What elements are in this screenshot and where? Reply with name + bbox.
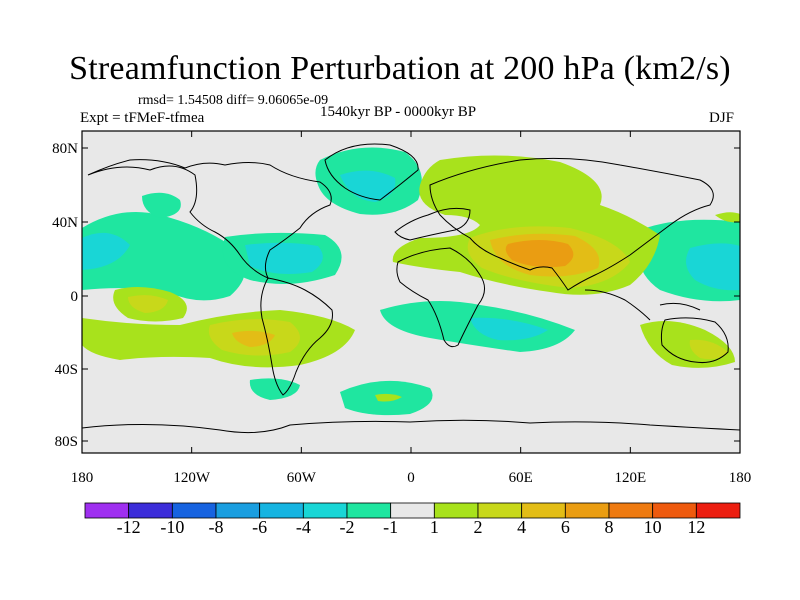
coast-maritime bbox=[584, 289, 701, 321]
contour-neg2-greenland bbox=[340, 170, 396, 202]
contour-pos2-east-pacific bbox=[128, 295, 168, 313]
lon-label: 180 bbox=[729, 470, 752, 486]
colorbar-label: 10 bbox=[644, 517, 662, 537]
colorbar-label: 4 bbox=[517, 517, 526, 537]
contour-neg2-atlantic bbox=[245, 242, 323, 274]
contour-neg2-indian bbox=[470, 317, 548, 341]
coast-south-america bbox=[260, 277, 333, 396]
contour-neg1-alaska bbox=[142, 192, 181, 218]
streamfunction-field bbox=[82, 147, 740, 416]
experiment-label: Expt = tFMeF-tfmea bbox=[80, 110, 205, 126]
contour-neg2-west-pacific bbox=[686, 243, 740, 291]
colorbar-swatch bbox=[128, 502, 173, 519]
colorbar-label: 1 bbox=[430, 517, 439, 537]
coast-australia bbox=[660, 317, 729, 363]
colorbar-swatch bbox=[259, 502, 304, 519]
colorbar-label: -8 bbox=[209, 517, 224, 537]
coast-asia bbox=[429, 157, 714, 291]
colorbar-swatch bbox=[652, 502, 697, 519]
colorbar-swatch bbox=[564, 502, 610, 519]
colorbar-label: 12 bbox=[687, 517, 705, 537]
colorbar-swatch bbox=[477, 502, 523, 519]
contour-pos2-australia bbox=[689, 339, 728, 360]
colorbar-swatch bbox=[84, 502, 130, 519]
lon-label: 120E bbox=[614, 470, 646, 486]
colorbar-swatch bbox=[608, 502, 654, 519]
coast-antarctica bbox=[82, 419, 740, 434]
colorbar-label: -2 bbox=[340, 517, 355, 537]
lat-label: 40S bbox=[55, 362, 78, 378]
contour-neg1-north-pacific bbox=[82, 211, 245, 301]
coastlines bbox=[82, 143, 740, 434]
coast-greenland bbox=[324, 143, 419, 201]
coast-north-america bbox=[87, 159, 332, 280]
coast-africa bbox=[396, 247, 485, 348]
season-label: DJF bbox=[709, 110, 735, 126]
colorbar-label: 6 bbox=[561, 517, 570, 537]
colorbar-swatch bbox=[171, 502, 217, 519]
colorbar-swatch bbox=[521, 502, 566, 519]
contour-pos1-nw-pacific bbox=[715, 212, 740, 223]
colorbar-swatch bbox=[433, 502, 479, 519]
colorbar-swatch bbox=[390, 502, 435, 519]
lat-label: 40N bbox=[52, 215, 78, 231]
colorbar-swatch bbox=[215, 502, 261, 519]
lat-label: 80N bbox=[52, 141, 78, 157]
coast-europe bbox=[394, 207, 471, 241]
lat-label: 80S bbox=[55, 434, 78, 450]
colorbar-swatch bbox=[302, 502, 348, 519]
colorbar-label: -12 bbox=[117, 517, 141, 537]
lon-label: 60W bbox=[287, 470, 317, 486]
lat-label: 0 bbox=[71, 289, 79, 305]
stats-label: rmsd= 1.54508 diff= 9.06065e-09 bbox=[138, 93, 329, 108]
lon-label: 0 bbox=[407, 470, 415, 486]
lon-label: 180 bbox=[71, 470, 94, 486]
period-label: 1540kyr BP - 0000kyr BP bbox=[320, 104, 477, 120]
colorbar-label: 2 bbox=[474, 517, 483, 537]
contour-pos4-south-pacific bbox=[232, 330, 275, 347]
colorbar-label: -1 bbox=[383, 517, 398, 537]
contour-pos6-india bbox=[505, 240, 574, 268]
lon-label: 60E bbox=[509, 470, 533, 486]
colorbar-swatch bbox=[695, 502, 741, 519]
lon-label: 120W bbox=[173, 470, 211, 486]
contour-neg1-south-america bbox=[249, 378, 300, 400]
colorbar-label: -4 bbox=[296, 517, 311, 537]
colorbar-label: -10 bbox=[160, 517, 184, 537]
colorbar-swatch bbox=[346, 502, 392, 519]
map-title: Streamfunction Perturbation at 200 hPa (… bbox=[69, 50, 731, 87]
colorbar-label: 8 bbox=[605, 517, 614, 537]
colorbar-label: -6 bbox=[252, 517, 267, 537]
contour-neg2-pacific bbox=[82, 232, 130, 270]
contour-pos1-south-ocean bbox=[375, 393, 402, 402]
